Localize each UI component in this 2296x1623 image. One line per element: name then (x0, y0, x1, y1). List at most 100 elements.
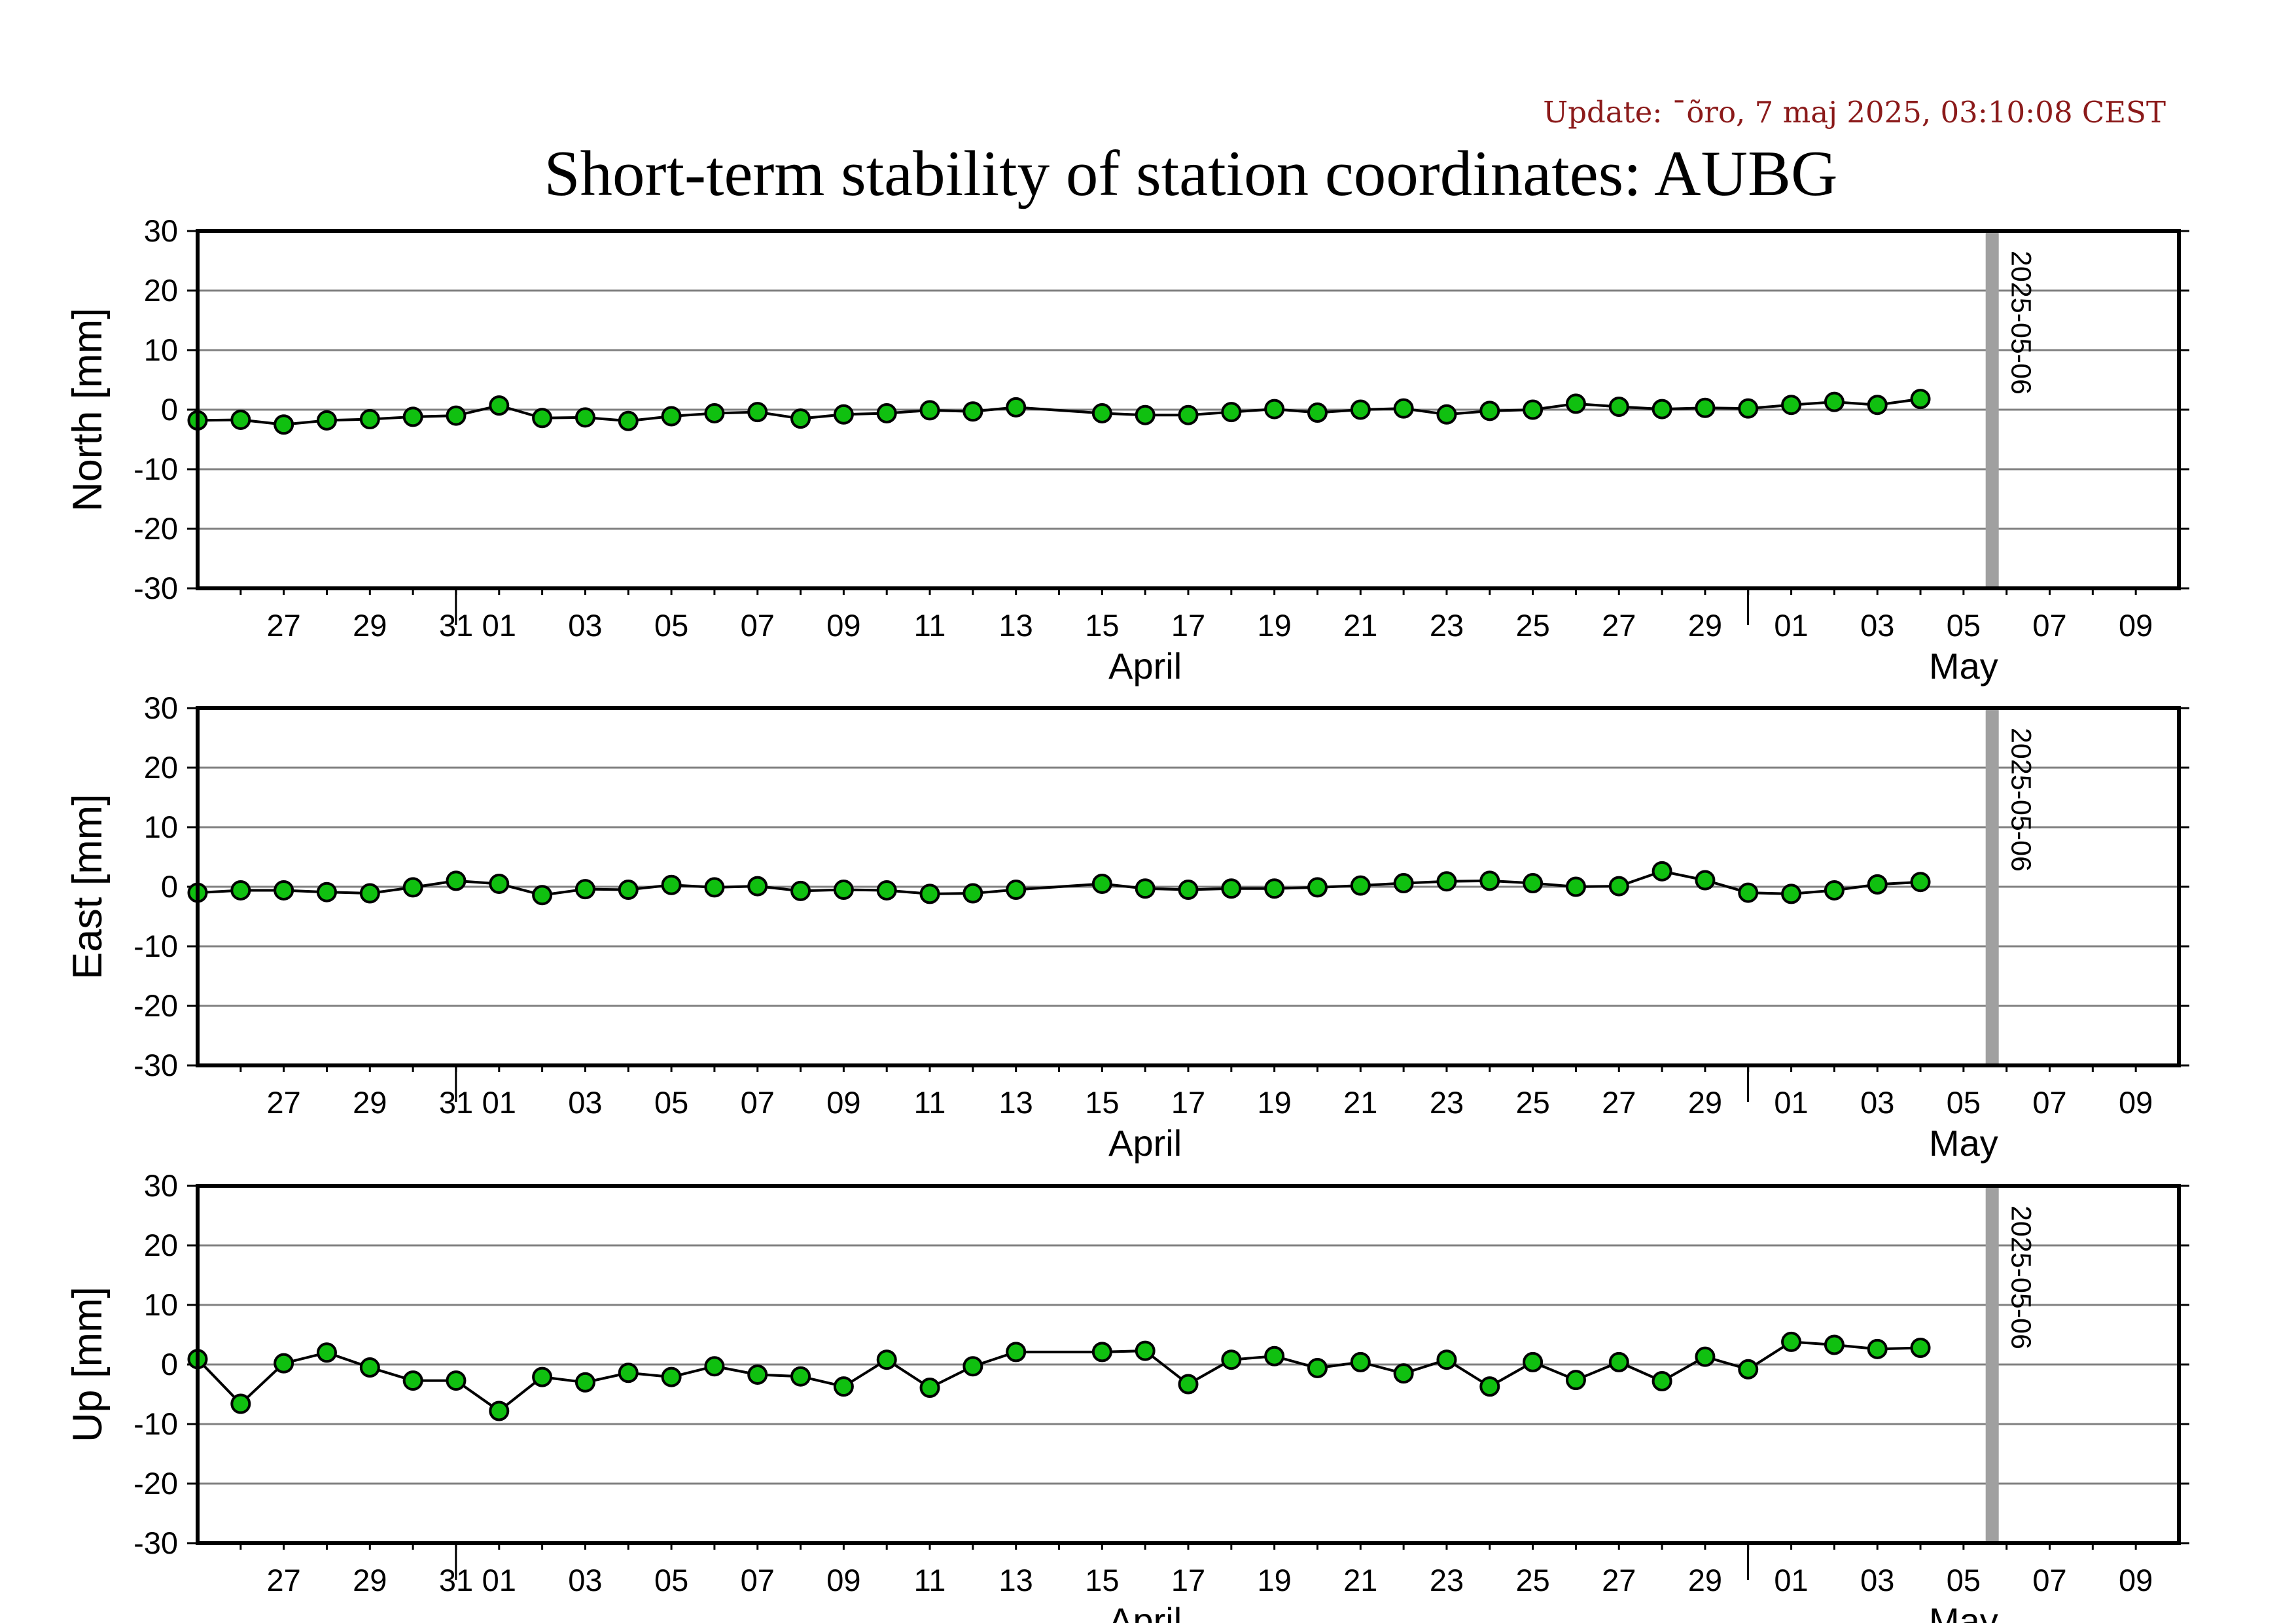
data-point (704, 402, 725, 423)
x-tick-label: 27 (1602, 608, 1636, 643)
x-tick-label: 07 (741, 608, 775, 643)
data-point (618, 880, 639, 901)
x-tick-label: 15 (1085, 1563, 1119, 1597)
x-tick-label: 29 (353, 1563, 387, 1597)
x-tick-label: 27 (267, 1563, 301, 1597)
y-tick-label: 0 (161, 1347, 178, 1382)
x-tick-label: 17 (1171, 608, 1205, 643)
data-point (446, 1370, 467, 1391)
data-point (1608, 396, 1629, 417)
data-point (1479, 1376, 1500, 1397)
data-point (1867, 395, 1888, 416)
month-label: April (1108, 1122, 1182, 1164)
data-point (1910, 872, 1931, 893)
data-point (230, 1393, 251, 1414)
data-point (1393, 398, 1414, 419)
y-tick-label: 20 (144, 1228, 178, 1262)
data-point (747, 402, 768, 423)
data-point (446, 870, 467, 891)
data-point (359, 409, 380, 430)
panel-east: 30 20 10 0 -10 -20 -30 27 29 31 01 03 05 07 09 11 13 15 17… (65, 690, 2189, 1164)
data-point (1307, 1357, 1328, 1378)
x-tick-label: 01 (1774, 1085, 1808, 1120)
y-tick-label: -10 (133, 929, 178, 963)
data-point (1910, 1338, 1931, 1359)
data-point (1781, 395, 1802, 416)
x-tick-label: 05 (654, 1085, 688, 1120)
x-tick-label: 21 (1343, 608, 1377, 643)
data-point (704, 877, 725, 898)
x-tick-label: 13 (999, 1563, 1033, 1597)
x-tick-label: 09 (826, 1085, 860, 1120)
data-point (1781, 1331, 1802, 1352)
data-point (1608, 1351, 1629, 1372)
y-axis-label: Up [mm] (65, 1287, 111, 1442)
x-tick-label: 27 (267, 1085, 301, 1120)
x-tick-label: 01 (482, 1085, 516, 1120)
x-tick-label: 09 (2119, 1563, 2153, 1597)
data-point (1221, 1349, 1242, 1370)
plot-frame (196, 229, 2181, 590)
data-point (1695, 870, 1716, 891)
y-tick-label: 10 (144, 332, 178, 367)
x-tick-label: 13 (999, 608, 1033, 643)
data-point (1006, 1342, 1027, 1363)
data-point (1307, 402, 1328, 423)
data-point (1565, 1370, 1586, 1391)
data-point (532, 885, 553, 906)
data-point (1651, 1370, 1672, 1391)
data-point (316, 882, 337, 902)
x-tick-label: 13 (999, 1085, 1033, 1120)
x-tick-label: 09 (2119, 608, 2153, 643)
x-tick-label: 19 (1258, 608, 1292, 643)
data-point (876, 880, 897, 901)
month-label: May (1929, 645, 1998, 687)
x-tick-label: 09 (2119, 1085, 2153, 1120)
data-point (532, 1366, 553, 1387)
data-point (1867, 1338, 1888, 1359)
x-tick-label: 07 (2032, 608, 2066, 643)
x-tick-label: 29 (1688, 1085, 1722, 1120)
x-tick-label: 21 (1343, 1085, 1377, 1120)
data-point (1479, 870, 1500, 891)
x-tick-label: 01 (482, 608, 516, 643)
x-tick-label: 23 (1430, 1085, 1464, 1120)
month-label: April (1108, 1600, 1182, 1623)
chart-title: Short-term stability of station coordina… (544, 138, 1837, 209)
x-tick-label: 07 (741, 1563, 775, 1597)
y-tick-label: 20 (144, 273, 178, 308)
data-point (274, 414, 294, 435)
data-point (402, 877, 423, 898)
x-tick-label: 27 (267, 608, 301, 643)
data-point (661, 406, 682, 427)
y-tick-label: 30 (144, 1168, 178, 1203)
data-point (1523, 399, 1544, 420)
data-point (402, 1370, 423, 1391)
x-tick-label: 23 (1430, 1563, 1464, 1597)
data-point (316, 410, 337, 431)
y-tick-label: -20 (133, 1466, 178, 1501)
y-tick-label: -20 (133, 988, 178, 1023)
y-tick-label: 0 (161, 392, 178, 427)
data-point (1135, 404, 1156, 425)
x-tick-label: 09 (826, 608, 860, 643)
y-tick-label: -10 (133, 452, 178, 486)
data-point (1006, 880, 1027, 901)
data-point (1824, 880, 1845, 901)
y-tick-label: 10 (144, 1287, 178, 1322)
data-point (661, 874, 682, 895)
x-tick-label: 31 (439, 1085, 473, 1120)
data-point (790, 408, 811, 429)
data-point (1738, 398, 1759, 419)
data-point (1824, 391, 1845, 412)
data-point (316, 1342, 337, 1363)
data-point (359, 1357, 380, 1378)
data-point (1695, 397, 1716, 418)
y-tick-label: 30 (144, 213, 178, 248)
data-point (919, 1377, 940, 1398)
data-point (833, 1376, 854, 1397)
x-tick-label: 03 (568, 1563, 602, 1597)
data-point (963, 401, 983, 422)
x-tick-label: 29 (353, 608, 387, 643)
data-point (919, 400, 940, 421)
